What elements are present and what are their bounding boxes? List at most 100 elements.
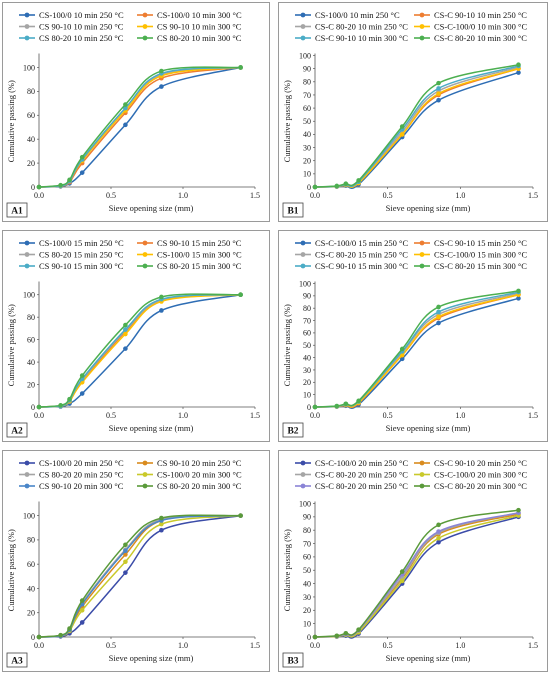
x-tick-label: 0.5 xyxy=(106,411,116,420)
chart-svg: CS-100/0 10 min 250 °C CS-100/0 10 min 30… xyxy=(6,10,260,218)
chart-svg: CS-C-100/0 15 min 250 °C CS-C 90-10 15 mi… xyxy=(282,238,538,438)
data-point xyxy=(79,170,85,175)
data-point xyxy=(79,598,85,603)
x-tick-label: 1.0 xyxy=(455,411,465,420)
legend-swatch-marker xyxy=(419,483,425,489)
legend: CS-C-100/0 20 min 250 °C CS-C 90-10 20 mi… xyxy=(295,458,527,491)
series xyxy=(312,289,521,410)
y-tick-label: 40 xyxy=(303,579,311,588)
legend-label: CS-C 80-20 20 min 250 °C xyxy=(315,481,408,491)
legend-item: CS-C 80-20 15 min 250 °C xyxy=(295,250,408,260)
legend-label: CS 90-10 20 min 250 °C xyxy=(157,458,242,468)
panel-tag-box xyxy=(6,652,28,668)
series xyxy=(36,65,243,190)
y-tick-label: 60 xyxy=(27,335,35,344)
series-line xyxy=(314,63,519,188)
series xyxy=(312,510,521,640)
legend-item: CS-C 90-10 20 min 250 °C xyxy=(414,458,527,468)
legend-swatch-marker xyxy=(300,472,306,477)
legend: CS-100/0 10 min 250 °C CS-100/0 10 min 30… xyxy=(19,10,242,43)
y-tick-label: 0 xyxy=(307,403,311,412)
y-tick-label: 20 xyxy=(303,378,311,387)
data-point xyxy=(58,182,63,188)
legend-item: CS-C 80-20 10 min 300 °C xyxy=(414,33,527,43)
data-point xyxy=(123,327,128,332)
legend: CS-C-100/0 15 min 250 °C CS-C 90-10 15 mi… xyxy=(295,238,527,271)
y-axis-label: Cumulative passing (%) xyxy=(6,304,16,386)
legend-label: CS 90-10 20 min 300 °C xyxy=(39,481,124,491)
data-point xyxy=(516,296,521,301)
data-point xyxy=(399,569,405,574)
data-point xyxy=(436,539,441,545)
data-point xyxy=(334,403,340,409)
legend-item: CS-C-100/0 20 min 300 °C xyxy=(414,470,527,480)
x-axis-label: Sieve opening size (mm) xyxy=(386,653,471,663)
legend-label: CS 80-20 20 min 250 °C xyxy=(39,470,124,480)
series-line xyxy=(314,291,519,408)
y-tick-label: 100 xyxy=(299,51,311,60)
legend: CS-100/0 20 min 250 °C CS 90-10 20 min 25… xyxy=(19,458,242,491)
y-tick-label: 0 xyxy=(31,403,35,412)
y-tick-label: 90 xyxy=(303,292,311,301)
legend-item: CS 90-10 15 min 250 °C xyxy=(137,238,242,248)
legend-swatch-marker xyxy=(419,472,425,477)
legend-item: CS-C 90-10 15 min 300 °C xyxy=(295,261,408,271)
chart-panel: CS-100/0 20 min 250 °C CS 90-10 20 min 25… xyxy=(2,450,270,672)
panel-tag: A1 xyxy=(6,202,28,218)
legend: CS-100/0 15 min 250 °C CS 90-10 15 min 25… xyxy=(19,238,242,271)
data-point xyxy=(159,515,164,521)
x-tick-label: 1.0 xyxy=(178,641,188,650)
series-line xyxy=(38,293,241,408)
y-tick-label: 70 xyxy=(303,539,311,548)
panel-tag-box xyxy=(282,422,304,438)
data-point xyxy=(343,181,349,187)
panel-tag-box xyxy=(282,202,304,218)
data-point xyxy=(436,80,441,86)
series-line xyxy=(38,293,241,408)
data-point xyxy=(123,322,128,328)
legend-item: CS 90-10 10 min 250 °C xyxy=(19,22,124,32)
x-tick-label: 1.5 xyxy=(528,411,538,420)
series xyxy=(36,292,243,410)
x-tick-label: 0.5 xyxy=(383,191,393,200)
legend-label: CS 90-10 15 min 300 °C xyxy=(39,261,124,271)
legend-label: CS-C 90-10 15 min 300 °C xyxy=(315,261,408,271)
legend-swatch-marker xyxy=(142,35,148,41)
y-tick-label: 60 xyxy=(27,560,35,569)
data-point xyxy=(436,535,441,541)
chart-svg: CS-C-100/0 20 min 250 °C CS-C 90-10 20 mi… xyxy=(282,458,538,668)
series-line xyxy=(314,71,519,189)
legend-label: CS 90-10 15 min 250 °C xyxy=(157,238,242,248)
series xyxy=(312,507,521,640)
data-point xyxy=(123,105,128,111)
y-tick-label: 100 xyxy=(23,511,35,520)
y-tick-label: 10 xyxy=(303,390,311,399)
legend-label: CS-C-100/0 20 min 250 °C xyxy=(315,458,408,468)
data-point xyxy=(79,620,85,625)
y-tick-label: 60 xyxy=(303,329,311,338)
panel-tag-box xyxy=(6,202,28,218)
legend-item: CS-C-100/0 20 min 250 °C xyxy=(295,458,408,468)
series xyxy=(36,513,243,640)
legend-label: CS-C 80-20 15 min 250 °C xyxy=(315,250,408,260)
series-line xyxy=(314,67,519,188)
y-tick-label: 50 xyxy=(303,117,311,126)
data-point xyxy=(58,403,63,408)
legend-label: CS-C-100/0 20 min 300 °C xyxy=(434,470,527,480)
series xyxy=(312,66,521,190)
data-point xyxy=(436,314,441,320)
data-point xyxy=(436,304,441,310)
x-tick-label: 1.5 xyxy=(250,411,260,420)
y-tick-label: 80 xyxy=(303,78,311,87)
legend-label: CS-C-100/0 15 min 300 °C xyxy=(434,250,527,260)
y-tick-label: 20 xyxy=(27,159,35,168)
series xyxy=(312,510,521,640)
data-point xyxy=(79,391,85,396)
legend-item: CS 80-20 10 min 250 °C xyxy=(19,33,124,43)
series xyxy=(312,70,521,190)
panel-tag-box xyxy=(6,422,28,438)
legend-swatch-marker xyxy=(142,472,148,477)
legend-swatch-marker xyxy=(300,483,306,489)
legend-swatch-marker xyxy=(300,252,306,257)
